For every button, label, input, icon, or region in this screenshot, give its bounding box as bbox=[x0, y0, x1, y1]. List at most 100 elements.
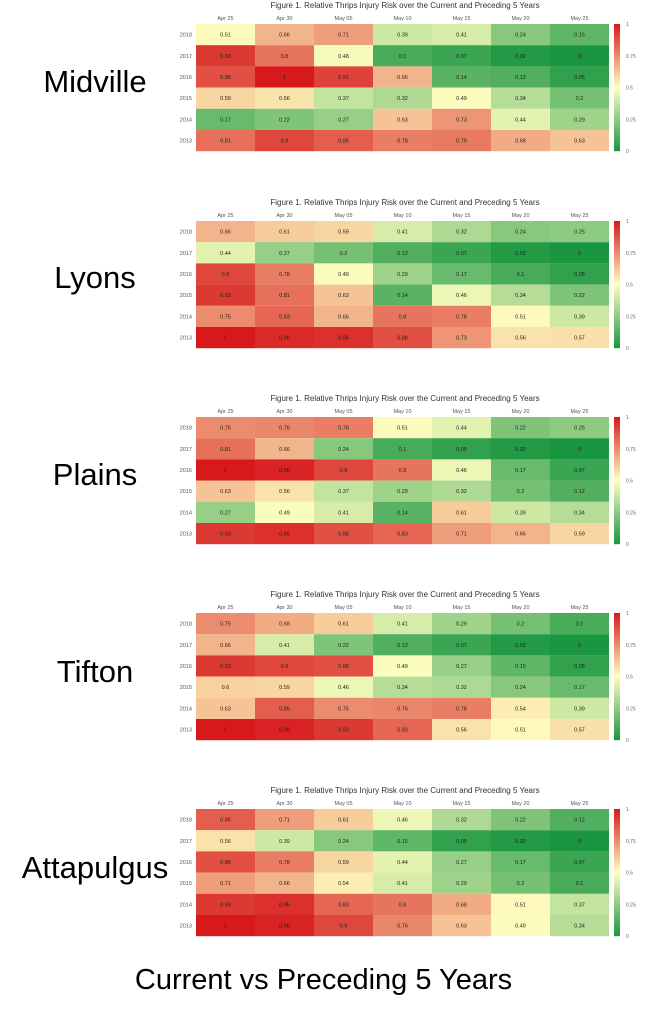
heatmap-cell bbox=[196, 893, 255, 915]
y-tick-label: 2015 bbox=[180, 881, 192, 887]
heatmap-cell bbox=[373, 523, 432, 545]
cell-value-label: 0.78 bbox=[397, 139, 408, 145]
cell-value-label: 0.17 bbox=[515, 860, 526, 866]
y-tick-label: 2017 bbox=[180, 643, 192, 649]
heatmap-cell bbox=[255, 459, 314, 481]
cell-value-label: 0 bbox=[578, 839, 581, 845]
y-tick-label: 2018 bbox=[180, 33, 192, 39]
cell-value-label: 0.49 bbox=[279, 510, 290, 516]
heatmap-cell bbox=[491, 221, 550, 243]
heatmap-cell bbox=[491, 523, 550, 545]
cell-value-label: 0.88 bbox=[397, 336, 408, 342]
y-tick-label: 2016 bbox=[180, 468, 192, 474]
heatmap-cell bbox=[491, 66, 550, 88]
cell-value-label: 0.95 bbox=[279, 532, 290, 538]
heatmap-cell bbox=[550, 501, 609, 523]
heatmap-cell bbox=[491, 634, 550, 656]
heatmap-cell bbox=[550, 66, 609, 88]
location-label: Lyons bbox=[54, 260, 136, 295]
y-tick-label: 2018 bbox=[180, 230, 192, 236]
heatmap-svg: Apr 25 Apr 30 May 05 May 10 May 15 May 20 May … bbox=[180, 409, 636, 548]
cell-value-label: 0.9 bbox=[340, 468, 348, 474]
cell-value-label: 0.37 bbox=[338, 489, 349, 495]
heatmap-cell bbox=[491, 480, 550, 502]
heatmap-cell bbox=[373, 327, 432, 349]
heatmap-svg: Apr 25 Apr 30 May 05 May 10 May 15 May 20 May … bbox=[180, 213, 636, 352]
cell-value-label: 1 bbox=[224, 728, 227, 734]
heatmap-cell bbox=[550, 221, 609, 243]
cell-value-label: 0.41 bbox=[397, 230, 408, 236]
heatmap-panel: Plains Figure 1. Relative Thrips Injury R… bbox=[0, 393, 647, 589]
cell-value-label: 0.9 bbox=[340, 924, 348, 930]
heatmap-cell bbox=[373, 634, 432, 656]
cell-value-label: 0.98 bbox=[279, 924, 290, 930]
cell-value-label: 0.75 bbox=[338, 706, 349, 712]
heatmap-cell bbox=[550, 242, 609, 264]
heatmap-cell bbox=[491, 697, 550, 719]
heatmap-cell bbox=[432, 893, 491, 915]
heatmap-cell bbox=[314, 830, 373, 852]
heatmap-cell bbox=[432, 719, 491, 741]
heatmap-cell bbox=[432, 501, 491, 523]
cell-value-label: 0.27 bbox=[456, 664, 467, 670]
y-tick-label: 2014 bbox=[180, 510, 192, 516]
heatmap-cell bbox=[491, 809, 550, 831]
heatmap-cell bbox=[432, 655, 491, 677]
cell-value-label: 0.34 bbox=[574, 924, 585, 930]
y-tick-label: 2016 bbox=[180, 664, 192, 670]
cell-value-label: 0.83 bbox=[279, 314, 290, 320]
x-tick-label: Apr 30 bbox=[276, 16, 292, 22]
heatmap-cell bbox=[550, 719, 609, 741]
heatmap-cell bbox=[196, 108, 255, 130]
cell-value-label: 0.29 bbox=[397, 272, 408, 278]
cell-value-label: 0.66 bbox=[279, 881, 290, 887]
cell-value-label: 0.85 bbox=[338, 139, 349, 145]
cell-value-label: 0.76 bbox=[397, 924, 408, 930]
heatmap-cell bbox=[550, 893, 609, 915]
heatmap-cell bbox=[196, 676, 255, 698]
colorbar-tick-label: 0.5 bbox=[626, 283, 633, 289]
heatmap-cell bbox=[491, 613, 550, 635]
location-label: Midville bbox=[43, 64, 147, 99]
y-tick-label: 2017 bbox=[180, 839, 192, 845]
cell-value-label: 0.56 bbox=[279, 96, 290, 102]
cell-value-label: 0.02 bbox=[515, 447, 526, 453]
cell-value-label: 0.46 bbox=[397, 818, 408, 824]
cell-value-label: 0.02 bbox=[515, 54, 526, 60]
cell-value-label: 0.8 bbox=[399, 314, 407, 320]
y-tick-label: 2016 bbox=[180, 272, 192, 278]
heatmap-cell bbox=[432, 438, 491, 460]
location-label: Attapulgus bbox=[21, 850, 169, 885]
cell-value-label: 0.73 bbox=[456, 336, 467, 342]
cell-value-label: 0.78 bbox=[456, 314, 467, 320]
heatmap-cell bbox=[314, 655, 373, 677]
heatmap-cell bbox=[196, 459, 255, 481]
y-tick-label: 2017 bbox=[180, 54, 192, 60]
y-tick-label: 2018 bbox=[180, 818, 192, 824]
heatmap-cell bbox=[196, 438, 255, 460]
cell-value-label: 0.79 bbox=[456, 139, 467, 145]
y-tick-label: 2013 bbox=[180, 532, 192, 538]
heatmap-cell bbox=[432, 108, 491, 130]
cell-value-label: 0.32 bbox=[456, 685, 467, 691]
y-tick-label: 2015 bbox=[180, 489, 192, 495]
x-tick-label: May 15 bbox=[452, 213, 470, 219]
cell-value-label: 0.34 bbox=[515, 293, 526, 299]
x-tick-label: May 05 bbox=[334, 409, 352, 415]
heatmap-cell bbox=[491, 719, 550, 741]
heatmap-cell bbox=[550, 634, 609, 656]
cell-value-label: 0.54 bbox=[515, 706, 526, 712]
x-tick-label: May 05 bbox=[334, 213, 352, 219]
chart-title: Figure 1. Relative Thrips Injury Risk ov… bbox=[270, 198, 540, 207]
cell-value-label: 0.91 bbox=[338, 75, 349, 81]
colorbar bbox=[614, 809, 620, 937]
cell-value-label: 0.93 bbox=[220, 293, 231, 299]
cell-value-label: 0.02 bbox=[515, 839, 526, 845]
heatmap-cell bbox=[255, 501, 314, 523]
heatmap-cell bbox=[314, 130, 373, 152]
heatmap-cell bbox=[196, 45, 255, 67]
cell-value-label: 0.83 bbox=[397, 532, 408, 538]
cell-value-label: 0.1 bbox=[399, 447, 407, 453]
colorbar-tick-label: 1 bbox=[626, 415, 629, 421]
y-tick-label: 2015 bbox=[180, 96, 192, 102]
